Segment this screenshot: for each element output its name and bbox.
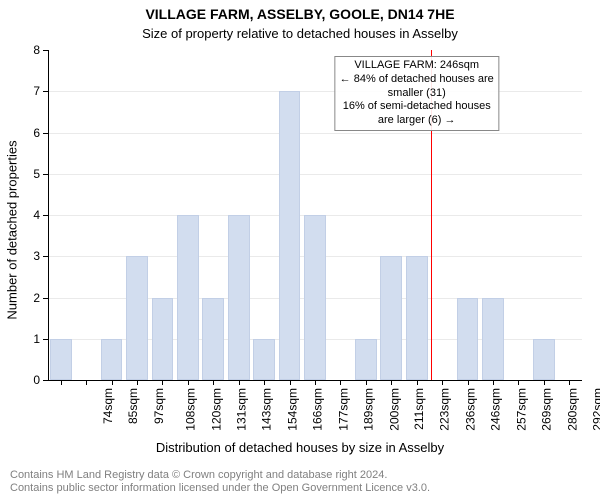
x-tick-label: 120sqm [209,388,223,431]
bar [50,339,72,380]
chart-subtitle: Size of property relative to detached ho… [0,26,600,41]
x-tick-label: 223sqm [438,388,452,431]
grid-line [48,91,582,92]
bar [482,298,504,381]
y-tick-label: 3 [26,249,40,263]
bar [304,215,326,380]
x-tick-label: 143sqm [260,388,274,431]
x-tick-label: 97sqm [152,388,166,424]
x-tick-label: 236sqm [464,388,478,431]
grid-line [48,133,582,134]
chart-container: VILLAGE FARM, ASSELBY, GOOLE, DN14 7HE S… [0,0,600,500]
x-tick-label: 257sqm [514,388,528,431]
annotation-box: VILLAGE FARM: 246sqm← 84% of detached ho… [334,56,499,131]
bar [533,339,555,380]
x-tick-label: 85sqm [126,388,140,424]
bar [202,298,224,381]
bar [457,298,479,381]
x-tick-label: 246sqm [489,388,503,431]
x-tick-label: 166sqm [311,388,325,431]
bar [177,215,199,380]
x-axis-label: Distribution of detached houses by size … [0,440,600,455]
bar [406,256,428,380]
plot-area: 01234567874sqm85sqm97sqm108sqm120sqm131s… [48,50,582,380]
y-tick-label: 4 [26,208,40,222]
annotation-line-3: 16% of semi-detached houses are larger (… [339,100,494,128]
bar [126,256,148,380]
footer-attribution: Contains HM Land Registry data © Crown c… [0,469,590,497]
x-tick-label: 131sqm [235,388,249,431]
x-tick-label: 292sqm [591,388,600,431]
bar [380,256,402,380]
y-tick-label: 7 [26,84,40,98]
y-axis-label: Number of detached properties [5,140,20,319]
y-tick-label: 1 [26,332,40,346]
y-tick-label: 5 [26,167,40,181]
bar [101,339,123,380]
y-axis-line [48,50,49,380]
x-tick-label: 280sqm [565,388,579,431]
x-tick-label: 74sqm [101,388,115,424]
x-tick-label: 108sqm [184,388,198,431]
annotation-line-2: ← 84% of detached houses are smaller (31… [339,73,494,101]
y-tick-label: 6 [26,126,40,140]
bar [228,215,250,380]
y-tick-label: 8 [26,43,40,57]
annotation-line-1: VILLAGE FARM: 246sqm [339,59,494,73]
bar [253,339,275,380]
x-tick-label: 177sqm [336,388,350,431]
footer-line-2: Contains public sector information licen… [10,482,590,496]
chart-title: VILLAGE FARM, ASSELBY, GOOLE, DN14 7HE [0,6,600,22]
footer-line-1: Contains HM Land Registry data © Crown c… [10,469,590,483]
x-tick-label: 154sqm [286,388,300,431]
x-tick-label: 211sqm [412,388,426,430]
x-tick-label: 200sqm [387,388,401,431]
y-tick-label: 2 [26,291,40,305]
x-axis-line [48,380,582,381]
bar [355,339,377,380]
x-tick-label: 189sqm [362,388,376,431]
grid-line [48,174,582,175]
y-tick-label: 0 [26,373,40,387]
bar [152,298,174,381]
x-tick-label: 269sqm [540,388,554,431]
bar [279,91,301,380]
